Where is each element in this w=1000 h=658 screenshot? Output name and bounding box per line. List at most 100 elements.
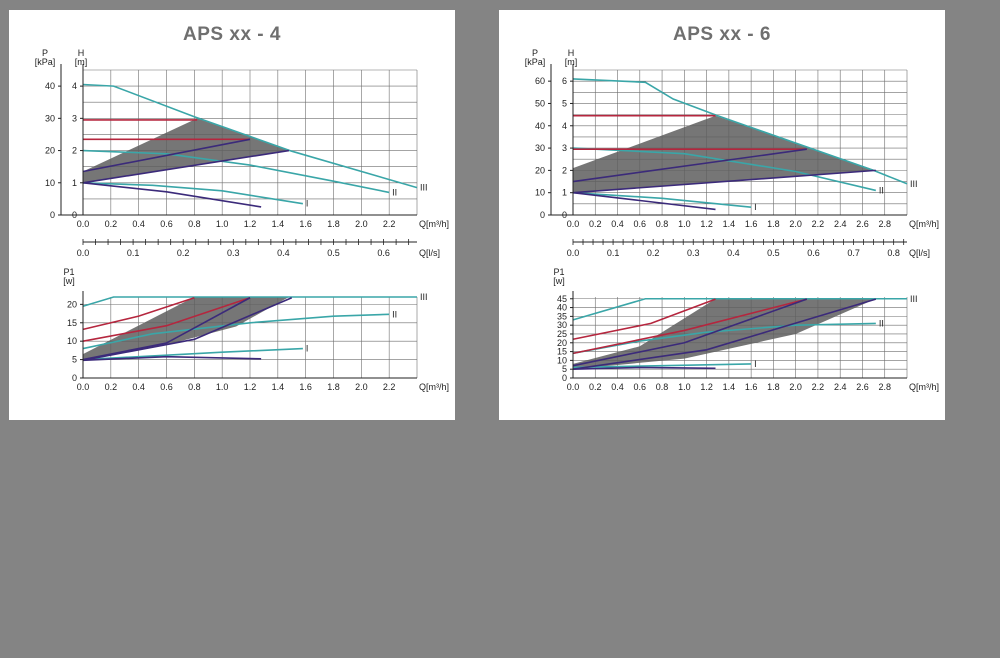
x-tick-label: 2.4 [834,382,847,392]
ls-tick-label: 0.3 [227,248,240,258]
series-line [82,347,303,361]
series-line [572,298,877,370]
x-axis-label: Q[m³/h] [419,382,449,392]
y-label-p: [kPa] [35,57,56,67]
tick-label-h: 1 [562,188,567,198]
series-line [572,191,752,208]
tick-label-p: 30 [535,143,545,153]
x-tick-label: 0.6 [634,382,647,392]
x-tick-label: 0.0 [567,219,580,229]
series-label: II [392,187,397,197]
series-line [572,147,877,192]
ls-axis-label: Q[l/s] [909,248,930,258]
tick-label-p: 0 [50,210,55,220]
y-label-p1: P1 [553,267,564,277]
series-label: III [910,179,918,189]
x-tick-label: 1.8 [327,382,340,392]
tick-label-p: 10 [535,188,545,198]
y-label-p1: [w] [63,276,75,286]
x-tick-label: 0.0 [77,219,90,229]
series-line [572,298,807,355]
series-label: I [306,199,309,209]
ls-tick-label: 0.1 [607,248,620,258]
x-tick-label: 0.6 [634,219,647,229]
series-line [82,297,251,361]
y-label-p: P [532,48,538,58]
x-tick-label: 0.2 [105,219,118,229]
tick-label-p: 60 [535,76,545,86]
x-tick-label: 2.2 [383,382,396,392]
series-line [572,297,907,321]
y-label-h: H [78,48,85,58]
x-tick-label: 2.2 [812,382,825,392]
ls-axis-label: Q[l/s] [419,248,440,258]
series-label: I [754,359,757,369]
tick-label-p1: 45 [557,294,567,304]
series-line [82,83,418,189]
x-tick-label: 2.2 [812,219,825,229]
series-label: II [392,309,397,319]
x-tick-label: 2.4 [834,219,847,229]
ls-tick-label: 0.0 [567,248,580,258]
y-label-p: P [42,48,48,58]
x-tick-label: 1.6 [299,382,312,392]
tick-label-p1: 30 [557,320,567,330]
ls-tick-label: 0.2 [647,248,660,258]
series-line [572,363,752,369]
series-line [572,148,807,183]
tick-label-p1: 0 [562,373,567,383]
tick-label-p1: 20 [557,338,567,348]
x-tick-label: 1.4 [272,219,285,229]
x-tick-label: 0.4 [611,382,624,392]
x-tick-label: 1.0 [678,382,691,392]
tick-label-p1: 0 [72,373,77,383]
chart-title: APS xx - 6 [673,24,771,45]
ls-tick-label: 0.6 [807,248,820,258]
ls-tick-label: 0.8 [887,248,900,258]
series-line [82,181,262,208]
x-tick-label: 0.8 [656,219,669,229]
y-label-p: [kPa] [525,57,546,67]
x-tick-label: 1.4 [723,382,736,392]
series-label: III [420,183,428,193]
chart-title: APS xx - 4 [183,24,281,45]
ls-tick-label: 0.5 [767,248,780,258]
ls-tick-label: 0.0 [77,248,90,258]
series-label: III [910,294,918,304]
chart-panel-aps-4: APS xx - 4 III II I 0 1 2 3 4 0 10 20 30 40 H [m] P [kPa… [9,10,455,420]
tick-label-h: 1 [72,178,77,188]
x-tick-label: 1.2 [244,219,257,229]
tick-label-h: 4 [562,121,567,131]
tick-label-p1: 5 [562,364,567,374]
series-label: I [754,202,757,212]
y-label-h: H [568,48,575,58]
tick-label-h: 6 [562,76,567,86]
tick-label-p1: 25 [557,329,567,339]
x-tick-label: 0.0 [567,382,580,392]
series-line [572,78,908,185]
series-label: I [306,344,309,354]
series-line [82,296,417,307]
x-tick-label: 2.0 [355,219,368,229]
tick-label-h: 3 [562,143,567,153]
ls-tick-label: 0.4 [727,248,740,258]
series-line [82,313,390,350]
x-tick-label: 1.0 [678,219,691,229]
tick-label-h: 5 [562,98,567,108]
x-axis-label: Q[m³/h] [419,219,449,229]
series-line [572,298,808,367]
x-tick-label: 0.6 [160,219,173,229]
x-tick-label: 2.8 [878,382,891,392]
series-line [82,181,304,205]
series-line [572,169,876,194]
x-tick-label: 2.2 [383,219,396,229]
series-line [82,296,251,342]
ls-tick-label: 0.4 [277,248,290,258]
x-tick-label: 1.8 [327,219,340,229]
tick-label-p1: 10 [557,355,567,365]
series-line [82,355,262,362]
tick-label-p: 10 [45,178,55,188]
tick-label-h: 2 [72,146,77,156]
tick-label-p: 20 [45,146,55,156]
